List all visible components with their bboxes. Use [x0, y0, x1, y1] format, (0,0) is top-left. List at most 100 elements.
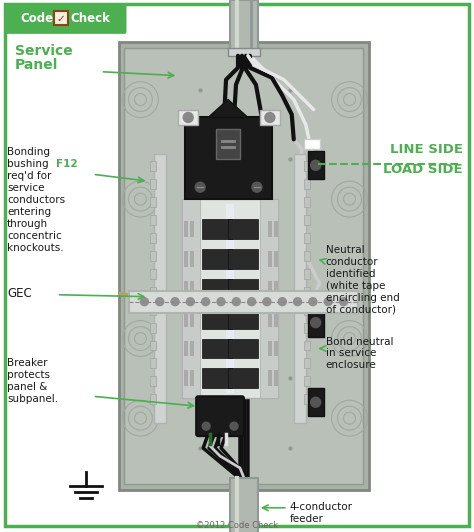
Bar — [260, 199, 278, 398]
Bar — [216, 129, 240, 159]
Text: Panel: Panel — [15, 58, 58, 72]
Text: Bond neutral: Bond neutral — [326, 337, 393, 346]
FancyBboxPatch shape — [54, 11, 68, 25]
Bar — [202, 309, 232, 329]
Bar — [228, 338, 258, 359]
Bar — [228, 309, 258, 329]
Bar — [190, 340, 194, 356]
Circle shape — [310, 397, 320, 407]
Bar — [260, 110, 280, 126]
Text: Code: Code — [20, 12, 54, 26]
Circle shape — [230, 422, 238, 430]
Bar — [190, 370, 194, 386]
Bar — [304, 394, 310, 404]
Bar — [228, 219, 258, 239]
Bar — [190, 251, 194, 267]
Bar — [184, 340, 188, 356]
Text: feeder: feeder — [290, 514, 324, 524]
Text: req'd for: req'd for — [7, 171, 51, 181]
Text: of conductor): of conductor) — [326, 305, 396, 314]
Circle shape — [186, 298, 194, 306]
Circle shape — [202, 298, 210, 306]
Bar — [184, 281, 188, 297]
Bar — [118, 42, 369, 490]
Circle shape — [252, 182, 262, 192]
Bar — [304, 287, 310, 297]
Bar — [202, 368, 232, 388]
Circle shape — [232, 298, 240, 306]
Bar — [190, 221, 194, 237]
Text: Bonding: Bonding — [7, 147, 50, 157]
Circle shape — [310, 160, 320, 170]
Circle shape — [263, 298, 271, 306]
Text: ©2012 Code Check: ©2012 Code Check — [196, 521, 278, 530]
Bar — [304, 215, 310, 225]
Text: through: through — [7, 219, 48, 229]
Bar — [228, 368, 258, 388]
Bar — [202, 279, 232, 298]
Bar — [304, 359, 310, 368]
Text: conductors: conductors — [7, 195, 65, 205]
Text: LINE SIDE: LINE SIDE — [390, 143, 463, 156]
Bar — [304, 322, 310, 332]
Bar — [268, 311, 272, 327]
Circle shape — [309, 298, 317, 306]
Circle shape — [339, 298, 347, 306]
Text: GEC: GEC — [7, 287, 32, 300]
Text: Neutral: Neutral — [326, 245, 364, 255]
Bar — [150, 322, 156, 332]
Bar — [304, 340, 310, 351]
Bar — [304, 161, 310, 171]
Circle shape — [293, 298, 301, 306]
Text: ✓: ✓ — [56, 14, 65, 24]
Text: LOAD SIDE: LOAD SIDE — [383, 163, 463, 176]
Circle shape — [324, 298, 332, 306]
Text: panel &: panel & — [7, 383, 47, 392]
Text: bushing: bushing — [7, 159, 52, 169]
Bar — [150, 359, 156, 368]
Bar — [268, 221, 272, 237]
Bar — [268, 281, 272, 297]
Bar — [202, 219, 232, 239]
Bar — [274, 221, 278, 237]
Bar — [150, 197, 156, 207]
Text: enclosure: enclosure — [326, 360, 376, 370]
Bar — [304, 269, 310, 279]
Circle shape — [140, 298, 148, 306]
Bar — [150, 287, 156, 297]
Bar — [150, 340, 156, 351]
Bar — [150, 215, 156, 225]
Text: concentric: concentric — [7, 231, 62, 241]
FancyBboxPatch shape — [5, 4, 127, 34]
Bar — [230, 478, 258, 532]
Bar — [184, 251, 188, 267]
Bar — [228, 48, 260, 56]
Bar — [274, 251, 278, 267]
Bar — [150, 251, 156, 261]
Text: F12: F12 — [56, 159, 77, 169]
Bar — [150, 179, 156, 189]
Text: Service: Service — [15, 44, 73, 58]
Bar — [150, 305, 156, 314]
Polygon shape — [208, 99, 248, 118]
Bar — [182, 199, 278, 398]
Bar — [304, 139, 319, 149]
Bar — [150, 233, 156, 243]
Bar — [308, 309, 324, 337]
Bar — [304, 251, 310, 261]
Bar — [150, 394, 156, 404]
Circle shape — [217, 298, 225, 306]
Circle shape — [247, 298, 255, 306]
Text: Check: Check — [71, 12, 110, 26]
Circle shape — [171, 298, 179, 306]
Text: conductor: conductor — [326, 257, 378, 267]
Bar — [184, 221, 188, 237]
Bar — [184, 311, 188, 327]
Bar — [184, 370, 188, 386]
Bar — [178, 110, 198, 126]
Circle shape — [265, 112, 275, 122]
Bar — [190, 281, 194, 297]
Bar — [304, 305, 310, 314]
Text: knockouts.: knockouts. — [7, 243, 64, 253]
Bar — [228, 279, 258, 298]
